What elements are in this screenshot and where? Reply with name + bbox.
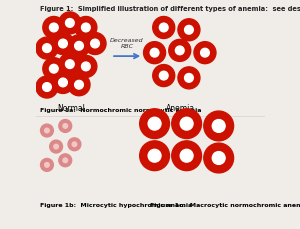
Text: Decreased
RBC: Decreased RBC [110, 38, 144, 49]
Circle shape [169, 39, 191, 61]
Text: Figure 1c:  Macrocytic normochromic anemia: Figure 1c: Macrocytic normochromic anemi… [150, 203, 300, 208]
Circle shape [82, 23, 90, 32]
Circle shape [72, 142, 77, 147]
Circle shape [176, 46, 184, 55]
Circle shape [204, 143, 234, 173]
Text: Figure 1:  Simplified illustration of different types of anemia:  see descriptio: Figure 1: Simplified illustration of dif… [40, 6, 300, 12]
Circle shape [212, 120, 225, 132]
Circle shape [82, 62, 90, 71]
Circle shape [59, 154, 72, 167]
Circle shape [45, 128, 49, 133]
Circle shape [59, 53, 81, 75]
Circle shape [140, 141, 170, 171]
Circle shape [43, 44, 51, 52]
Circle shape [50, 23, 58, 32]
Circle shape [54, 144, 58, 149]
Text: Figure 1a:  Normochromic normocytic anemia: Figure 1a: Normochromic normocytic anemi… [40, 108, 202, 113]
Circle shape [58, 39, 67, 48]
Circle shape [45, 163, 49, 167]
Circle shape [50, 64, 58, 73]
Circle shape [68, 74, 90, 96]
Circle shape [40, 124, 53, 137]
Text: Anemia: Anemia [167, 104, 196, 113]
Circle shape [159, 23, 168, 32]
Circle shape [91, 39, 99, 48]
Circle shape [153, 65, 175, 87]
Circle shape [178, 67, 200, 89]
Circle shape [75, 41, 83, 50]
Text: Figure 1b:  Microcytic hypochromic anemia: Figure 1b: Microcytic hypochromic anemia [40, 203, 192, 208]
Circle shape [178, 19, 200, 41]
Circle shape [36, 37, 58, 59]
Circle shape [140, 109, 170, 139]
Circle shape [75, 16, 97, 38]
Circle shape [63, 124, 68, 128]
Circle shape [194, 42, 216, 64]
Text: Normal: Normal [57, 104, 85, 113]
Circle shape [43, 16, 65, 38]
Circle shape [52, 33, 74, 55]
Circle shape [159, 71, 168, 80]
Circle shape [150, 48, 159, 57]
Circle shape [59, 12, 81, 34]
Circle shape [36, 76, 58, 98]
Circle shape [172, 141, 202, 171]
Circle shape [52, 71, 74, 93]
Circle shape [212, 152, 225, 164]
Circle shape [148, 149, 161, 162]
Circle shape [201, 48, 209, 57]
Circle shape [68, 138, 81, 151]
Circle shape [63, 158, 68, 163]
Circle shape [68, 35, 90, 57]
Circle shape [75, 55, 97, 77]
Circle shape [84, 33, 106, 55]
Circle shape [65, 60, 74, 68]
Circle shape [180, 117, 193, 130]
Circle shape [204, 111, 234, 141]
Circle shape [40, 158, 53, 171]
Circle shape [65, 19, 74, 27]
Circle shape [148, 117, 161, 130]
Circle shape [58, 78, 67, 87]
Circle shape [75, 80, 83, 89]
Circle shape [184, 25, 193, 34]
Circle shape [153, 16, 175, 38]
Circle shape [144, 42, 166, 64]
Circle shape [50, 140, 62, 153]
Circle shape [184, 74, 193, 82]
Circle shape [43, 83, 51, 91]
Circle shape [43, 58, 65, 80]
FancyArrowPatch shape [114, 54, 138, 58]
Circle shape [180, 149, 193, 162]
Circle shape [172, 109, 202, 139]
Circle shape [59, 120, 72, 132]
